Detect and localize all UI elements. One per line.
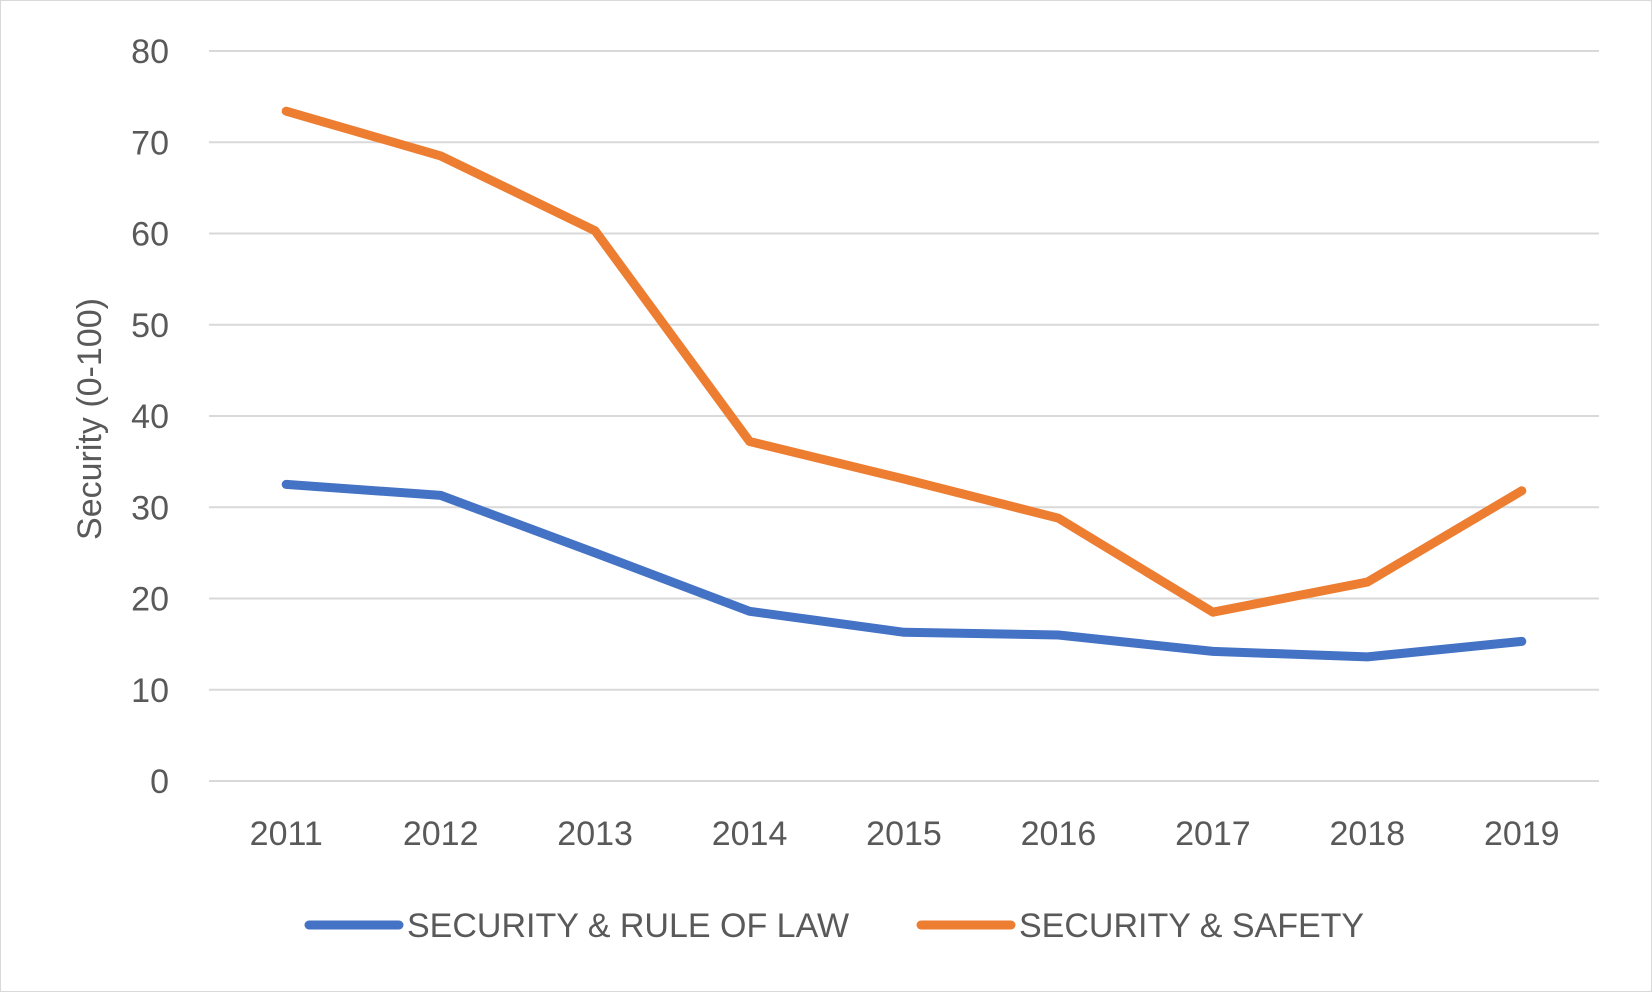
- series-line-0: [286, 484, 1522, 657]
- x-tick-label: 2016: [1021, 815, 1097, 853]
- y-tick-label: 70: [131, 124, 169, 162]
- legend: SECURITY & RULE OF LAW SECURITY & SAFETY: [309, 907, 1364, 945]
- y-tick-label: 50: [131, 307, 169, 345]
- gridlines: [209, 51, 1599, 781]
- series-lines: [286, 111, 1522, 657]
- y-tick-label: 40: [131, 398, 169, 436]
- series-line-1: [286, 111, 1522, 612]
- x-tick-label: 2012: [403, 815, 479, 853]
- x-tick-label: 2017: [1175, 815, 1251, 853]
- x-tick-label: 2015: [866, 815, 942, 853]
- y-tick-label: 0: [150, 763, 169, 801]
- y-tick-label: 60: [131, 216, 169, 254]
- legend-label-0: SECURITY & RULE OF LAW: [407, 907, 849, 945]
- x-tick-label: 2018: [1330, 815, 1406, 853]
- y-tick-label: 30: [131, 489, 169, 527]
- y-axis-ticks: 0 10 20 30 40 50 60 70 80: [131, 33, 169, 801]
- legend-label-1: SECURITY & SAFETY: [1019, 907, 1364, 945]
- x-tick-label: 2014: [712, 815, 788, 853]
- y-axis-title: Security (0-100): [71, 298, 109, 540]
- x-axis-ticks: 2011 2012 2013 2014 2015 2016 2017 2018 2019: [250, 815, 1560, 853]
- y-tick-label: 20: [131, 581, 169, 619]
- y-tick-label: 80: [131, 33, 169, 71]
- x-tick-label: 2011: [250, 815, 323, 853]
- y-tick-label: 10: [131, 672, 169, 710]
- x-tick-label: 2019: [1484, 815, 1560, 853]
- x-tick-label: 2013: [557, 815, 633, 853]
